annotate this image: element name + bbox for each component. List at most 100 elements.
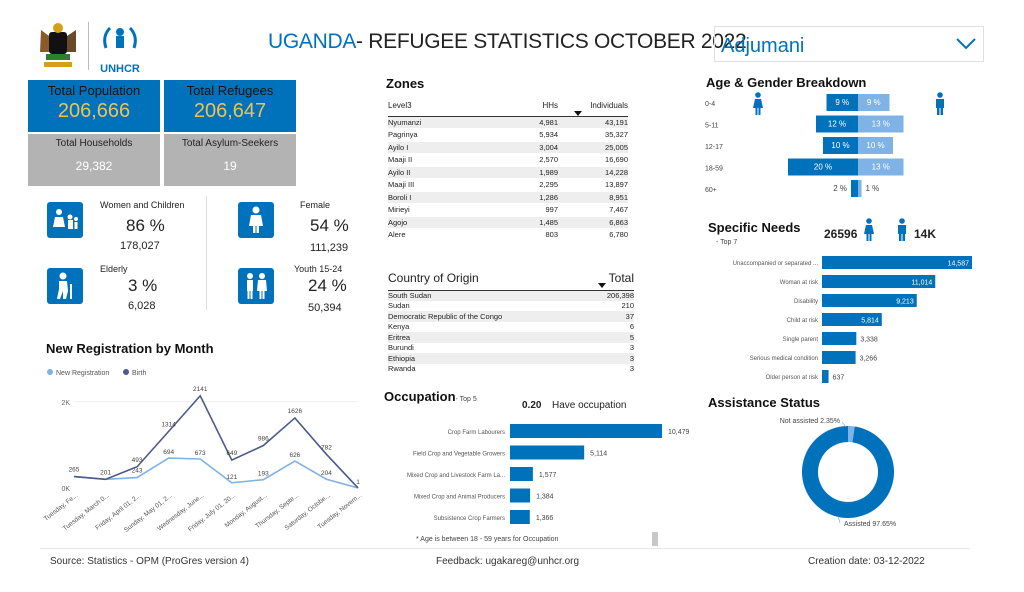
occupation-bar — [510, 424, 662, 438]
table-cell: Alere — [388, 228, 508, 242]
data-label: 193 — [258, 471, 269, 478]
data-label: 986 — [258, 436, 269, 443]
age-bar-left — [816, 115, 858, 133]
occupation-label: Mixed Crop and Animal Producers — [414, 495, 505, 501]
table-cell: 13,897 — [558, 178, 628, 192]
table-row: Ethiopia 3 — [388, 353, 634, 364]
needs-label: Unaccompanied or separated ... — [733, 261, 819, 267]
needs-label: Serious medical condition — [750, 356, 818, 362]
table-cell: 43,191 — [558, 116, 628, 129]
table-cell: 37 — [586, 311, 634, 322]
needs-bar — [822, 256, 972, 269]
table-cell: 3 — [629, 364, 634, 374]
chevron-down-icon — [956, 38, 976, 50]
occupation-label: Crop Farm Labourers — [448, 430, 505, 436]
occupation-note: * Age is between 18 - 59 years for Occup… — [416, 536, 559, 543]
table-row: Rwanda 3 — [388, 364, 634, 375]
assistance-chart: Not assisted 2.35% Assisted 97.65% — [780, 418, 896, 528]
age-label: 18-59 — [705, 166, 723, 173]
male-figure-icon — [896, 218, 908, 247]
age-data-label: 12 % — [828, 120, 846, 129]
table-cell: 3,004 — [508, 141, 558, 154]
elderly-num: 6,028 — [128, 300, 156, 312]
assistance-title: Assistance Status — [708, 395, 820, 410]
series-line-birth — [73, 394, 359, 489]
table-cell: 5,934 — [508, 128, 558, 142]
age-bar-right — [858, 115, 904, 133]
table-row: Maaji III 2,295 13,897 — [388, 178, 628, 192]
table-cell: Ethiopia — [388, 353, 587, 364]
table-row: Mirieyi 997 7,467 — [388, 203, 628, 217]
leader-line — [837, 515, 841, 524]
needs-data-label: 9,213 — [896, 299, 914, 306]
kpi-label: Total Households — [55, 138, 133, 149]
title-rest: - REFUGEE STATISTICS OCTOBER 2022 — [356, 30, 747, 53]
data-label: 673 — [195, 450, 206, 457]
needs-data-label: 637 — [833, 375, 845, 382]
elderly-pct: 3 % — [128, 276, 158, 295]
zones-header-individuals: Individuals — [558, 96, 628, 117]
women-children-pct: 86 % — [126, 216, 165, 235]
specific-needs-chart: Unaccompanied or separated ... 14,587 Woma… — [733, 256, 972, 383]
data-label: 649 — [226, 450, 237, 457]
table-cell: 7,467 — [558, 203, 628, 217]
occupation-bar — [510, 467, 533, 481]
legend-dot-birth — [123, 369, 129, 375]
table-cell: Boroli I — [388, 191, 508, 204]
occupation-rate-label: Have occupation — [552, 400, 627, 411]
table-cell: 8,951 — [558, 191, 628, 204]
assistance-slice — [848, 426, 855, 443]
table-cell: 2,295 — [508, 178, 558, 192]
table-cell: 6,863 — [558, 216, 628, 229]
occupation-bar — [510, 510, 530, 524]
kpi-value: 206,666 — [57, 100, 131, 122]
table-cell: Mirieyi — [388, 203, 508, 217]
logo-divider — [88, 22, 89, 70]
table-row: Ayilo I 3,004 25,005 — [388, 141, 628, 154]
data-label: 201 — [100, 469, 111, 476]
kpi-value: 29,382 — [75, 159, 113, 173]
age-bar-right — [858, 180, 862, 197]
dropdown-value: Adjumani — [721, 35, 805, 57]
age-data-label: 20 % — [814, 163, 832, 172]
legend-label: Birth — [132, 370, 147, 377]
table-cell: Burundi — [388, 343, 414, 353]
data-label: 265 — [69, 467, 80, 474]
age-data-label: 13 % — [872, 163, 890, 172]
kpi-label: Total Asylum-Seekers — [181, 138, 279, 149]
scrollbar-thumb[interactable] — [652, 532, 658, 546]
age-data-label: 10 % — [831, 141, 849, 150]
needs-data-label: 14,587 — [948, 261, 970, 268]
female-icon — [238, 202, 274, 238]
table-cell: 3 — [586, 353, 634, 364]
occupation-label: Subsistence Crop Farmers — [434, 516, 505, 522]
specific-needs-subtitle: - Top 7 — [716, 239, 738, 246]
table-cell: 16,690 — [558, 153, 628, 167]
table-cell: Pagrinya — [388, 128, 508, 142]
origin-header-total: Total — [586, 266, 634, 291]
table-row: Boroli I 1,286 8,951 — [388, 191, 628, 204]
women-children-num: 178,027 — [120, 240, 160, 252]
table-row: Pagrinya 5,934 35,327 — [388, 128, 628, 142]
zones-table: Level3 HHs Individuals Nyumanzi 4,981 43,1… — [388, 96, 628, 242]
origin-header-country: Country of Origin — [388, 266, 587, 291]
needs-label: Older person at risk — [766, 375, 819, 381]
age-bar-right — [858, 158, 904, 176]
table-cell: 997 — [508, 203, 558, 217]
specific-needs-male: 14K — [914, 227, 937, 241]
data-label: 626 — [289, 452, 300, 459]
age-bar-left — [851, 180, 858, 197]
data-label: 243 — [132, 468, 143, 475]
legend-dot-registration — [47, 369, 53, 375]
leader-line — [841, 421, 847, 428]
table-row: Eritrea 5 — [388, 332, 634, 343]
origin-table: Country of Origin Total South Sudan 206,3… — [388, 266, 634, 374]
table-row: Burundi 3 — [388, 343, 634, 354]
settlement-dropdown[interactable]: Adjumani — [714, 26, 984, 62]
occupation-data-label: 1,577 — [539, 472, 557, 479]
occupation-title-text: Occupation — [384, 389, 456, 404]
footer-divider — [40, 548, 970, 549]
age-bar-left — [823, 137, 858, 154]
footer-feedback[interactable]: Feedback: ugakareg@unhcr.org — [436, 556, 580, 567]
table-cell: Democratic Republic of the Congo — [388, 311, 587, 322]
